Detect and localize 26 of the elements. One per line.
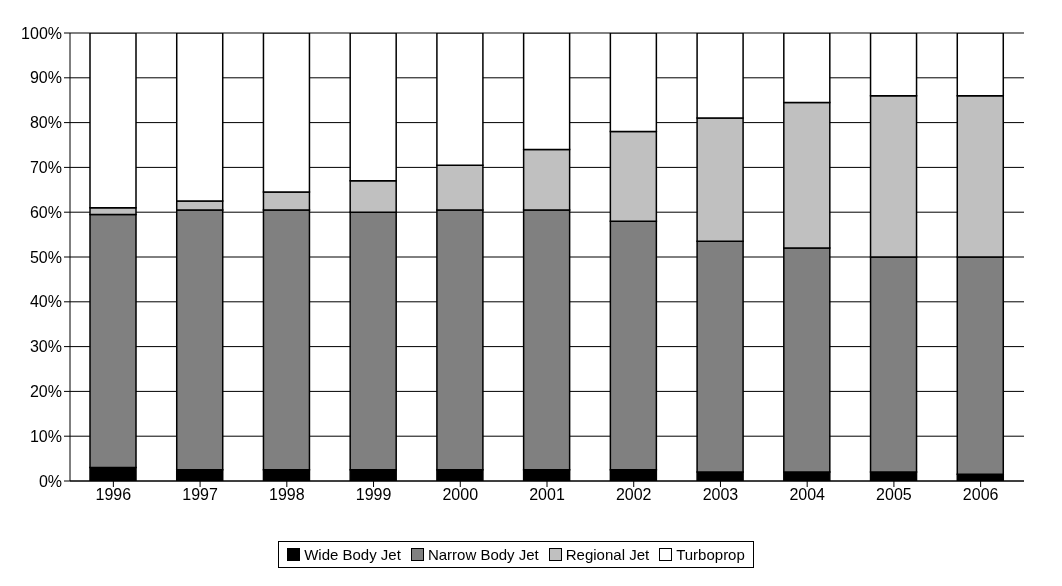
x-tick-label: 1996 xyxy=(95,486,132,504)
y-tick-label: 50% xyxy=(29,248,62,266)
legend-label: Narrow Body Jet xyxy=(426,546,539,563)
y-tick-label: 30% xyxy=(29,338,62,356)
y-tick-label: 70% xyxy=(29,159,62,177)
y-tick-label: 0% xyxy=(38,472,62,490)
x-tick-label: 2001 xyxy=(529,486,565,504)
x-tick-label: 1998 xyxy=(269,486,305,504)
x-tick-label: 2000 xyxy=(442,486,479,504)
x-tick-label: 2006 xyxy=(962,486,999,504)
legend-label: Wide Body Jet xyxy=(303,546,401,563)
y-tick-label: 20% xyxy=(29,383,62,401)
x-tick-label: 1997 xyxy=(182,486,218,504)
y-tick-label: 100% xyxy=(21,24,62,42)
y-tick-label: 90% xyxy=(29,69,62,87)
x-tick-label: 2002 xyxy=(615,486,652,504)
x-tick-label: 2003 xyxy=(702,486,739,504)
x-tick-label: 2004 xyxy=(789,486,826,504)
y-tick-label: 10% xyxy=(29,427,62,445)
legend-label: Regional Jet xyxy=(564,546,650,563)
legend-label: Turboprop xyxy=(675,546,745,563)
y-tick-label: 60% xyxy=(29,203,62,221)
y-tick-label: 40% xyxy=(29,293,62,311)
x-tick-label: 1999 xyxy=(355,486,392,504)
y-tick-label: 80% xyxy=(29,114,62,132)
x-tick-label: 2005 xyxy=(876,486,912,504)
